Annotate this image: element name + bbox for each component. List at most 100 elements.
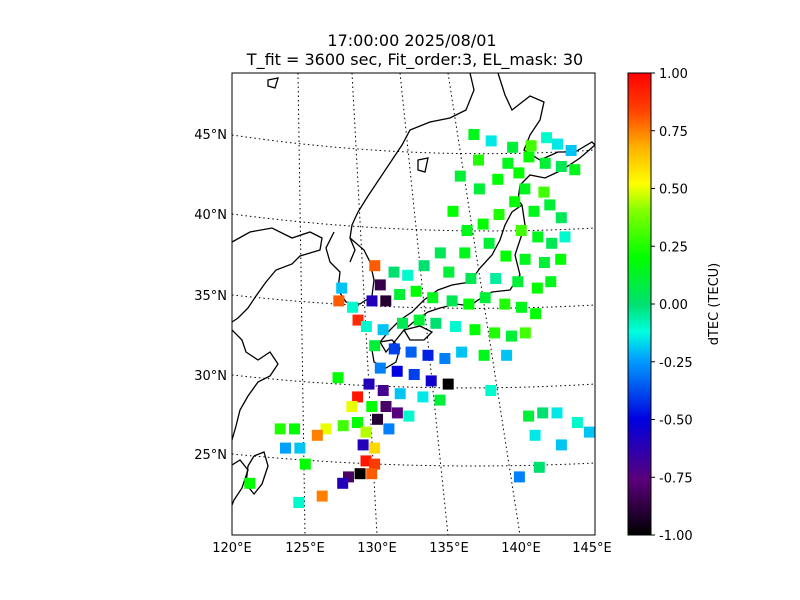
dtec-point xyxy=(485,135,497,147)
gridline-140e xyxy=(447,73,521,535)
dtec-point xyxy=(469,324,481,336)
dtec-point xyxy=(538,186,550,198)
dtec-point xyxy=(337,420,349,432)
dtec-point xyxy=(374,279,386,291)
dtec-point xyxy=(380,295,392,307)
dtec-point xyxy=(352,391,364,403)
dtec-point xyxy=(434,247,446,259)
dtec-point xyxy=(405,346,417,358)
coast-island-nw xyxy=(267,77,279,89)
dtec-point xyxy=(465,273,477,284)
cb-tick-label: -1.00 xyxy=(659,529,693,544)
dtec-point xyxy=(320,423,332,435)
dtec-point xyxy=(525,140,537,152)
dtec-point xyxy=(402,269,414,281)
dtec-point xyxy=(333,295,345,307)
dtec-point xyxy=(369,340,381,352)
colorbar-gradient xyxy=(627,72,652,536)
dtec-point xyxy=(477,218,489,230)
chart-title: 17:00:00 2025/08/01 xyxy=(327,31,496,50)
dtec-point xyxy=(377,385,389,396)
dtec-point xyxy=(422,349,434,361)
dtec-point xyxy=(394,289,406,300)
dtec-point xyxy=(555,439,567,451)
map-area xyxy=(231,72,596,536)
dtec-point xyxy=(280,442,291,454)
dtec-point xyxy=(463,298,475,310)
dtec-point xyxy=(439,353,451,364)
lon-tick-140e: 140°E xyxy=(501,541,541,556)
coast-shikoku xyxy=(403,325,434,341)
dtec-point xyxy=(337,477,349,489)
cb-tick-label: -0.50 xyxy=(659,414,693,429)
dtec-point xyxy=(332,372,344,384)
dtec-point xyxy=(473,154,484,166)
dtec-point xyxy=(299,458,311,470)
dtec-point xyxy=(347,301,359,313)
dtec-point xyxy=(559,231,571,243)
dtec-point xyxy=(531,282,543,294)
lat-tick-40n: 40°N xyxy=(194,208,227,223)
cb-tick-label: 0.25 xyxy=(659,240,688,255)
map-frame xyxy=(231,72,596,536)
dtec-point xyxy=(443,266,455,278)
dtec-point xyxy=(513,471,525,483)
lat-tick-30n: 30°N xyxy=(194,369,227,384)
dtec-point xyxy=(360,455,372,467)
dtec-point xyxy=(509,196,521,208)
dtec-point xyxy=(430,317,442,329)
dtec-point xyxy=(366,295,378,307)
dtec-point xyxy=(346,401,358,412)
dtec-point xyxy=(442,378,454,390)
lon-tick-135e: 135°E xyxy=(429,541,469,556)
dtec-point xyxy=(377,324,389,336)
colorbar-ticks xyxy=(651,72,655,536)
dtec-point xyxy=(538,257,550,268)
dtec-point xyxy=(366,468,378,480)
dtec-point xyxy=(544,199,556,211)
dtec-point xyxy=(461,225,473,236)
chart-subtitle: T_fit = 3600 sec, Fit_order:3, EL_mask: … xyxy=(246,50,583,70)
dtec-point xyxy=(447,205,459,217)
dtec-point xyxy=(500,250,512,262)
dtec-point xyxy=(502,157,514,169)
gridline-125e xyxy=(297,73,306,535)
dtec-point xyxy=(388,266,400,278)
dtec-point xyxy=(571,417,583,428)
dtec-point xyxy=(490,273,502,284)
dtec-point xyxy=(391,407,403,419)
dtec-point xyxy=(539,157,551,169)
dtec-point xyxy=(311,429,323,441)
dtec-point xyxy=(479,292,491,304)
dtec-point xyxy=(473,183,485,195)
dtec-point xyxy=(555,161,567,172)
gridline-30n xyxy=(232,374,595,389)
dtec-point xyxy=(528,205,540,217)
lon-tick-125e: 125°E xyxy=(285,541,325,556)
dtec-point xyxy=(459,247,471,259)
dtec-point xyxy=(383,423,395,435)
dtec-point xyxy=(565,145,577,156)
dtec-point xyxy=(363,378,375,390)
dtec-point xyxy=(519,253,531,265)
dtec-point xyxy=(417,391,429,403)
dtec-point xyxy=(551,407,563,419)
gridline-25n xyxy=(232,453,595,467)
dtec-point xyxy=(468,129,480,140)
dtec-point xyxy=(274,423,286,435)
dtec-point xyxy=(478,349,490,361)
dtec-point xyxy=(529,429,541,441)
dtec-point xyxy=(427,292,439,304)
dtec-point xyxy=(403,410,415,422)
cb-tick-label: 0.50 xyxy=(659,183,688,198)
dtec-point xyxy=(410,285,422,297)
gridlines xyxy=(232,73,595,535)
dtec-point xyxy=(450,321,461,332)
dtec-point xyxy=(541,132,553,144)
dtec-point xyxy=(391,365,403,377)
dtec-point xyxy=(523,410,535,422)
cb-tick-label: -0.75 xyxy=(659,471,693,486)
lon-tick-145e: 145°E xyxy=(572,541,612,556)
gridline-45n xyxy=(232,134,595,155)
